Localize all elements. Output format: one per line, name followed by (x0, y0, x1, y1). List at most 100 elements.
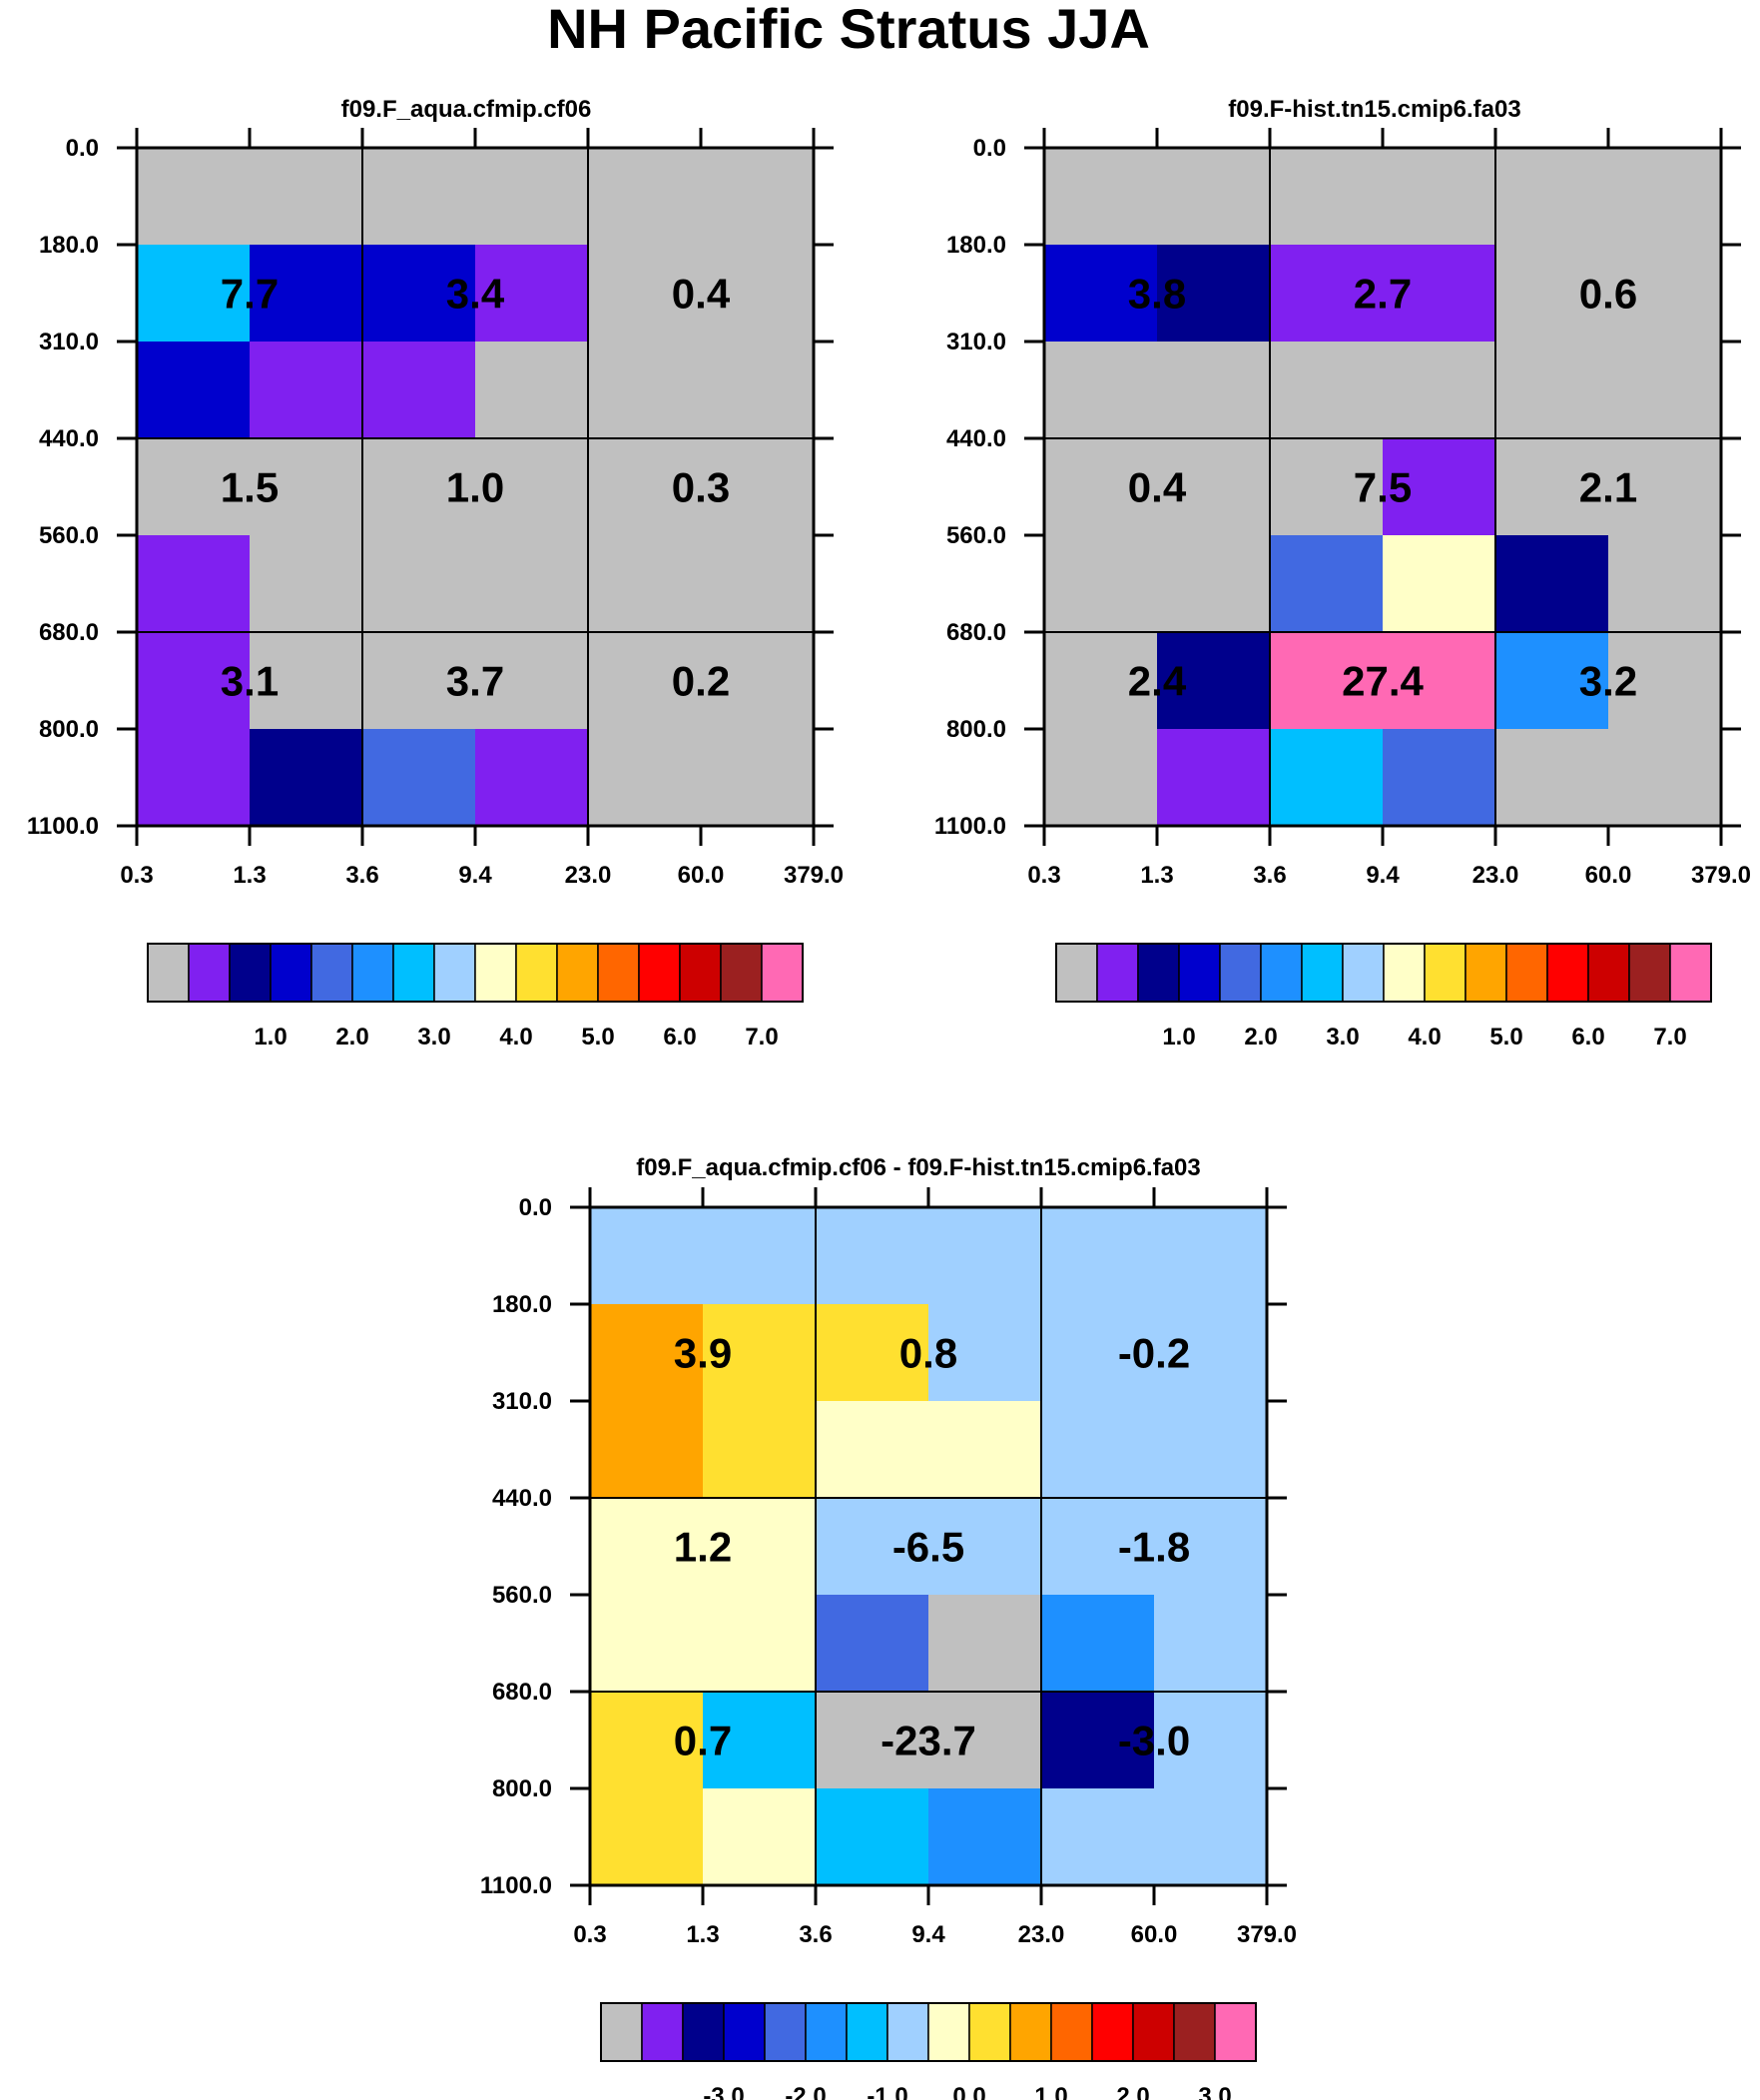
heatmap-cell (1270, 535, 1384, 633)
heatmap-cell (1041, 1304, 1155, 1402)
heatmap-cell (590, 1692, 704, 1789)
heatmap-cell (928, 1788, 1042, 1886)
colorbar-swatch (1096, 943, 1139, 1003)
heatmap-cell (1154, 1788, 1268, 1886)
heatmap-cell (1044, 535, 1158, 633)
colorbar-frame (147, 943, 804, 1003)
heatmap-cell (703, 1692, 817, 1789)
heatmap-cell (928, 1692, 1042, 1789)
heatmap-cell (816, 1304, 929, 1402)
heatmap-cell (362, 148, 476, 246)
heatmap-cell (928, 1498, 1042, 1596)
panel-title: f09.F-hist.tn15.cmip6.fa03 (1228, 96, 1520, 123)
heatmap-cell (703, 1498, 817, 1596)
heatmap-cell (1041, 1498, 1155, 1596)
heatmap-cell (475, 342, 589, 439)
heatmap-cell (1495, 342, 1609, 439)
heatmap-cell (1608, 148, 1722, 246)
colorbar-labels: 1.0 2.0 3.0 4.0 5.0 6.0 7.0 (1162, 1024, 1686, 1050)
heatmap-cell (1041, 1788, 1155, 1886)
heatmap-cell (1270, 245, 1384, 343)
heatmap-cell (588, 342, 702, 439)
colorbar-label: 2.0 (1116, 2083, 1149, 2100)
heatmap-cell (703, 1207, 817, 1305)
heatmap-cell (590, 1788, 704, 1886)
colorbar-swatch (886, 2002, 929, 2062)
colorbar-label: 5.0 (1489, 1024, 1522, 1050)
heatmap-cell (1495, 632, 1609, 730)
y-tick-label: 560.0 (492, 1582, 552, 1609)
y-tick-label: 180.0 (492, 1291, 552, 1318)
x-tick-label: 9.4 (1366, 862, 1400, 889)
heatmap-cell (1041, 1207, 1155, 1305)
heatmap-cell (250, 632, 363, 730)
heatmap-cell (1270, 632, 1384, 730)
colorbar-swatch (968, 2002, 1011, 2062)
box-value: 3.1 (221, 658, 279, 705)
y-tick-label: 0.0 (973, 135, 1006, 162)
box-value: 0.3 (672, 464, 730, 511)
colorbar-swatch (1214, 2002, 1257, 2062)
x-tick-label: 9.4 (911, 1921, 945, 1948)
heatmap-cell (250, 438, 363, 536)
heatmap-cell (475, 535, 589, 633)
y-tick-label: 310.0 (492, 1388, 552, 1415)
heatmap-cell (1383, 342, 1496, 439)
heatmap-cell (1041, 1595, 1155, 1693)
colorbar-swatch (1219, 943, 1262, 1003)
colorbar-swatch (229, 943, 272, 1003)
heatmap-cell (1383, 438, 1496, 536)
heatmap-cell (1608, 245, 1722, 343)
heatmap-cell (590, 1304, 704, 1402)
cell-grid (590, 1207, 1268, 1886)
colorbar-swatch (641, 2002, 684, 2062)
colorbar-label: 3.0 (1326, 1024, 1359, 1050)
colorbar-swatch (1628, 943, 1671, 1003)
colorbar-swatch (1301, 943, 1344, 1003)
y-tick-label: 560.0 (39, 522, 99, 549)
colorbar-swatch (1383, 943, 1426, 1003)
panel-title: f09.F_aqua.cfmip.cf06 (341, 96, 592, 123)
heatmap-cell (1608, 438, 1722, 536)
colorbar-swatch (270, 943, 312, 1003)
box-values: 3.9 0.8 -0.2 1.2 -6.5 -1.8 0.7 -23.7 -3.… (674, 1330, 1190, 1764)
heatmap-cell (1608, 632, 1722, 730)
heatmap-cell (701, 535, 815, 633)
colorbar-label: -1.0 (867, 2083, 907, 2100)
heatmap-cell (475, 245, 589, 343)
box-value: 0.7 (674, 1718, 732, 1764)
heatmap-cell (1383, 729, 1496, 827)
colorbar-label: 1.0 (1162, 1024, 1195, 1050)
heatmap-cell (250, 729, 363, 827)
colorbar-labels: -3.0 -2.0 -1.0 0.0 1.0 2.0 3.0 (703, 2083, 1231, 2100)
heatmap-cell (588, 148, 702, 246)
y-tick-label: 1100.0 (27, 813, 99, 840)
y-tick-label: 440.0 (39, 425, 99, 452)
colorbar-swatch (474, 943, 517, 1003)
heatmap-cell (1154, 1595, 1268, 1693)
heatmap-cell (590, 1401, 704, 1499)
colorbar-swatch (1260, 943, 1303, 1003)
heatmap-cell (1157, 535, 1271, 633)
colorbar-swatch (515, 943, 558, 1003)
x-tick-label: 0.3 (120, 862, 153, 889)
x-axis-labels: 0.3 1.3 3.6 9.4 23.0 60.0 379.0 (1027, 862, 1751, 889)
x-tick-label: 379.0 (1691, 862, 1751, 889)
colorbar-swatch (764, 2002, 807, 2062)
box-value: 0.8 (899, 1330, 957, 1377)
colorbar-swatch (638, 943, 681, 1003)
heatmap-cell (1044, 438, 1158, 536)
colorbar-label: 6.0 (663, 1024, 696, 1050)
colorbar-swatch (805, 2002, 848, 2062)
heatmap-cell (1154, 1692, 1268, 1789)
box-value: 7.5 (1354, 464, 1412, 511)
x-tick-label: 23.0 (1472, 862, 1519, 889)
box-value: -1.8 (1118, 1524, 1190, 1571)
heatmap-cell (362, 438, 476, 536)
colorbar-swatch (597, 943, 640, 1003)
heatmap-cell (1608, 535, 1722, 633)
heatmap-cell (1044, 632, 1158, 730)
colorbar-swatch (720, 943, 763, 1003)
colorbar-swatch (1424, 943, 1467, 1003)
heatmap-cell (588, 438, 702, 536)
